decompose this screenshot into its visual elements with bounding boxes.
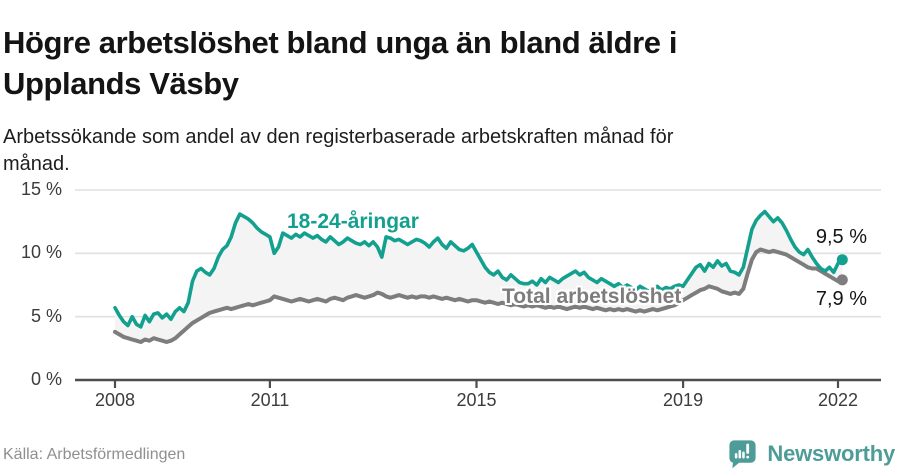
x-axis-tick-label: 2015 — [456, 390, 497, 410]
end-dot-total — [836, 274, 848, 286]
x-axis-tick-label: 2011 — [250, 390, 290, 410]
page-title: Högre arbetslöshet bland unga än bland ä… — [3, 24, 678, 102]
series-label-young: 18-24-åringar — [287, 210, 419, 233]
series-label-total: Total arbetslöshet — [502, 285, 682, 308]
source-credit: Källa: Arbetsförmedlingen — [3, 446, 186, 463]
y-axis-tick-label: 5 % — [30, 305, 62, 326]
y-axis-tick-label: 10 % — [20, 242, 62, 263]
fill-between-area — [115, 211, 843, 342]
chart-subtitle: Arbetssökande som andel av den registerb… — [3, 126, 674, 176]
end-value-label-total: 7,9 % — [815, 288, 867, 310]
end-value-label-young: 9,5 % — [815, 226, 867, 248]
newsworthy-bubble-chart-icon — [729, 440, 756, 469]
end-dot-young — [836, 254, 848, 266]
x-axis-tick-label: 2019 — [663, 390, 704, 410]
newsworthy-logo: Newsworthy — [727, 438, 895, 469]
series-line-young — [113, 209, 845, 329]
y-axis-tick-label: 0 % — [30, 369, 62, 389]
newsworthy-wordmark: Newsworthy — [767, 440, 895, 466]
y-axis-tick-label: 15 % — [20, 178, 62, 199]
x-axis-tick-label: 2022 — [817, 390, 859, 410]
x-axis-tick-label: 2008 — [94, 390, 136, 410]
series-line-total — [113, 247, 845, 344]
